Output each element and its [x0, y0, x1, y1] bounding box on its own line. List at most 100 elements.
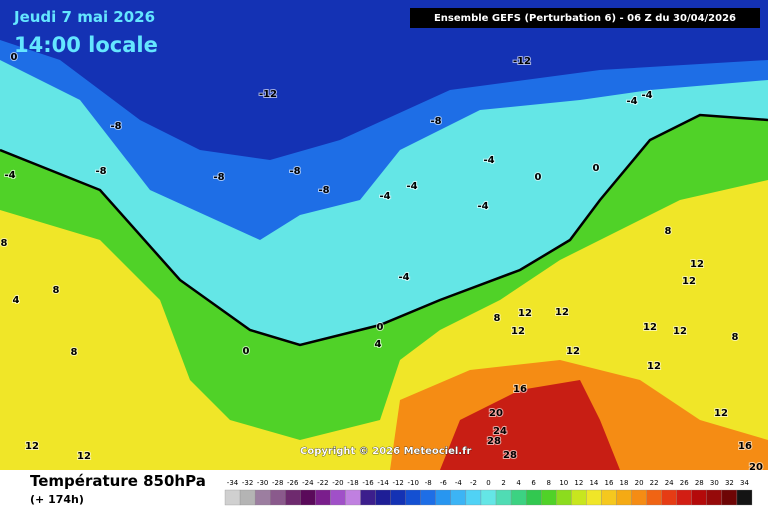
colorbar-label: -4 — [455, 479, 463, 487]
colorbar-swatch — [375, 489, 391, 506]
colorbar-swatch — [360, 489, 376, 506]
colorbar-swatch — [330, 489, 346, 506]
colorbar-label: -6 — [440, 479, 448, 487]
contour-label: -8 — [95, 166, 106, 177]
colorbar-label: 2 — [501, 479, 505, 487]
contour-label: 12 — [511, 326, 525, 337]
colorbar-label: -8 — [425, 479, 432, 487]
footer-subtitle: (+ 174h) — [30, 493, 84, 506]
contour-label: 8 — [71, 347, 78, 358]
colorbar: -34 -32 -30 -28 -26 -24 -22 -20 -18 -16 -14 -12 -10-… — [224, 479, 753, 506]
colorbar-swatch — [254, 489, 271, 506]
hot-zone — [440, 380, 620, 470]
colorbar-label: 8 — [546, 479, 550, 487]
contour-label: -8 — [289, 166, 300, 177]
date: Jeudi 7 mai 2026 — [13, 8, 155, 26]
contour-label: 12 — [643, 322, 657, 333]
contour-label: 0 — [593, 163, 600, 174]
colorbar-label: 30 — [710, 479, 719, 487]
copyright: Copyright © 2026 Meteociel.fr — [300, 446, 471, 457]
contour-label: -4 — [4, 170, 15, 181]
colorbar-swatch — [721, 489, 738, 506]
contour-label: 16 — [513, 384, 527, 395]
colorbar-label: 34 — [740, 479, 749, 487]
contour-label: 8 — [494, 313, 501, 324]
contour-label: -4 — [398, 272, 409, 283]
contour-label: 20 — [749, 462, 763, 473]
contour-label: -8 — [110, 121, 121, 132]
contour-label: 12 — [714, 408, 728, 419]
run-info: Ensemble GEFS (Perturbation 6) - 06 Z du… — [434, 13, 736, 24]
colorbar-swatch — [224, 489, 241, 506]
colorbar-swatch — [736, 489, 753, 506]
contour-label: 16 — [738, 441, 752, 452]
colorbar-label: -30 — [257, 479, 268, 487]
colorbar-swatch — [495, 489, 512, 506]
contour-label: -12 — [513, 56, 531, 67]
contour-label: 28 — [487, 436, 501, 447]
contour-label: -4 — [641, 90, 652, 101]
contour-label: -8 — [213, 172, 224, 183]
contour-label: 4 — [13, 295, 20, 306]
colorbar-swatch — [465, 489, 482, 506]
contour-label: 0 — [377, 322, 384, 333]
colorbar-swatch — [435, 489, 452, 506]
colorbar-label: -22 — [317, 479, 328, 487]
contour-label: -4 — [483, 155, 494, 166]
contour-label: 12 — [690, 259, 704, 270]
contour-label: -4 — [626, 96, 637, 107]
colorbar-swatch — [390, 489, 406, 506]
colorbar-swatch — [405, 489, 421, 506]
contour-label: -12 — [259, 89, 277, 100]
colorbar-label: -2 — [470, 479, 477, 487]
contour-label: 12 — [555, 307, 569, 318]
colorbar-swatch — [541, 489, 557, 506]
colorbar-label: -32 — [242, 479, 253, 487]
contour-label: -4 — [406, 181, 417, 192]
contour-labels: 0 -12 -12 -8 -8 -8 -8 -8 -8 -4 -4 -4 -4 -4 -4 -4 0 0 -4 0 4 0… — [0, 51, 764, 474]
contour-label: 0 — [11, 52, 18, 63]
time: 14:00 locale — [14, 33, 158, 57]
contour-label: 0 — [535, 172, 542, 183]
colorbar-label: 28 — [695, 479, 704, 487]
colorbar-label: -20 — [332, 479, 343, 487]
colorbar-swatch — [510, 489, 527, 506]
colorbar-label: -26 — [287, 479, 299, 487]
contour-label: 0 — [243, 346, 250, 357]
colorbar-label: -14 — [377, 479, 389, 487]
colorbar-swatch — [691, 489, 707, 506]
colorbar-label: -12 — [392, 479, 403, 487]
colorbar-swatch — [285, 489, 301, 506]
contour-label: -8 — [430, 116, 441, 127]
colorbar-swatch — [300, 489, 316, 506]
colorbar-label: -16 — [362, 479, 374, 487]
colorbar-label: 26 — [680, 479, 689, 487]
colorbar-swatch — [631, 489, 647, 506]
contour-label: 12 — [77, 451, 91, 462]
colorbar-swatch — [706, 489, 723, 506]
colorbar-label: -28 — [272, 479, 283, 487]
colorbar-label: 22 — [650, 479, 659, 487]
colorbar-swatch — [315, 489, 331, 506]
colorbar-swatch — [586, 489, 602, 506]
colorbar-label: 6 — [531, 479, 536, 487]
footer-title: Température 850hPa — [30, 472, 206, 490]
colorbar-swatch — [525, 489, 542, 506]
contour-label: 8 — [732, 332, 739, 343]
colorbar-swatch — [480, 489, 497, 506]
contour-label: 8 — [665, 226, 672, 237]
colorbar-swatch — [646, 489, 662, 506]
contour-label: 12 — [673, 326, 687, 337]
colorbar-label: 24 — [665, 479, 674, 487]
colorbar-label: 18 — [620, 479, 629, 487]
colorbar-swatch — [556, 489, 572, 506]
contour-label: -8 — [318, 185, 329, 196]
colorbar-label: 16 — [604, 479, 613, 487]
colorbar-swatch — [601, 489, 617, 506]
colorbar-label: 20 — [635, 479, 644, 487]
contour-label: 8 — [1, 238, 8, 249]
contour-label: 12 — [647, 361, 661, 372]
colorbar-swatch — [345, 489, 361, 506]
contour-label: -4 — [379, 191, 390, 202]
